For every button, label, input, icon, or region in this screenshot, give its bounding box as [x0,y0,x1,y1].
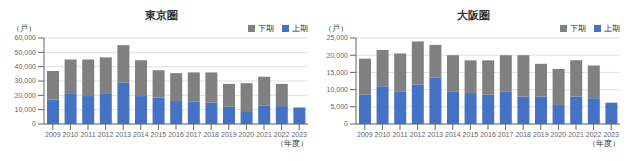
svg-text:2020: 2020 [239,131,255,138]
svg-text:2019: 2019 [533,131,549,138]
svg-text:2023: 2023 [291,131,307,138]
svg-text:2018: 2018 [203,131,219,138]
svg-text:0: 0 [344,120,348,127]
svg-text:2012: 2012 [98,131,114,138]
svg-text:2015: 2015 [151,131,167,138]
svg-text:2010: 2010 [63,131,79,138]
html-text:東京圏: 東京圏 [144,9,178,21]
svg-text:25,000: 25,000 [327,34,349,41]
svg-text:2009: 2009 [45,131,61,138]
svg-text:40,000: 40,000 [15,63,37,70]
svg-text:10,000: 10,000 [327,86,349,93]
svg-text:2023: 2023 [603,131,619,138]
svg-text:2014: 2014 [133,131,149,138]
svg-text:2015: 2015 [463,131,479,138]
svg-text:20,000: 20,000 [15,92,37,99]
svg-text:2022: 2022 [274,131,290,138]
html-text:上期: 上期 [604,23,620,33]
svg-text:2011: 2011 [392,131,407,138]
svg-text:2018: 2018 [515,131,531,138]
svg-text:0: 0 [32,120,36,127]
svg-text:2013: 2013 [427,131,443,138]
html-text:（戸）: （戸） [324,23,348,33]
svg-text:2019: 2019 [221,131,237,138]
svg-text:5,000: 5,000 [330,103,348,110]
svg-text:50,000: 50,000 [15,49,37,56]
svg-text:2022: 2022 [586,131,602,138]
svg-text:2010: 2010 [375,131,391,138]
svg-text:60,000: 60,000 [15,34,37,41]
svg-text:2016: 2016 [168,131,184,138]
svg-text:2021: 2021 [568,131,584,138]
html-text:下期: 下期 [570,23,586,33]
svg-text:2013: 2013 [115,131,131,138]
svg-text:2021: 2021 [256,131,272,138]
svg-text:2016: 2016 [480,131,496,138]
svg-text:2009: 2009 [357,131,373,138]
svg-text:15,000: 15,000 [327,69,349,76]
svg-text:2012: 2012 [410,131,426,138]
html-text:（戸）: （戸） [12,23,36,33]
svg-text:2017: 2017 [186,131,202,138]
svg-text:2014: 2014 [445,131,461,138]
svg-text:30,000: 30,000 [15,77,37,84]
html-text:下期: 下期 [258,23,274,33]
svg-text:20,000: 20,000 [327,52,349,59]
html-text:大阪圏: 大阪圏 [456,9,490,21]
html-text:上期: 上期 [292,23,308,33]
svg-text:10,000: 10,000 [15,106,37,113]
svg-text:2011: 2011 [80,131,95,138]
svg-text:2017: 2017 [498,131,514,138]
html-text:（年度）: （年度） [588,139,620,148]
html-text:（年度）: （年度） [276,139,308,148]
svg-text:2020: 2020 [551,131,567,138]
